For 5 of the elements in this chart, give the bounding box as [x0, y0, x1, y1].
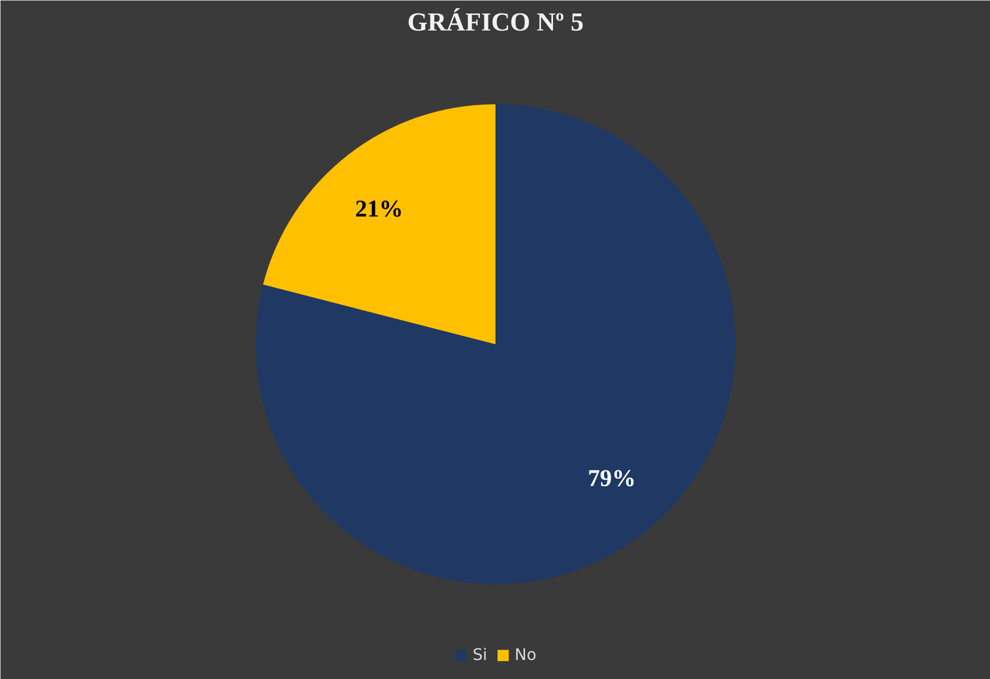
legend-label: No [514, 645, 536, 664]
chart-title: GRÁFICO Nº 5 [407, 8, 584, 36]
data-label: 79% [588, 466, 636, 492]
data-label: 21% [355, 196, 404, 222]
legend-label: Si [472, 645, 488, 664]
